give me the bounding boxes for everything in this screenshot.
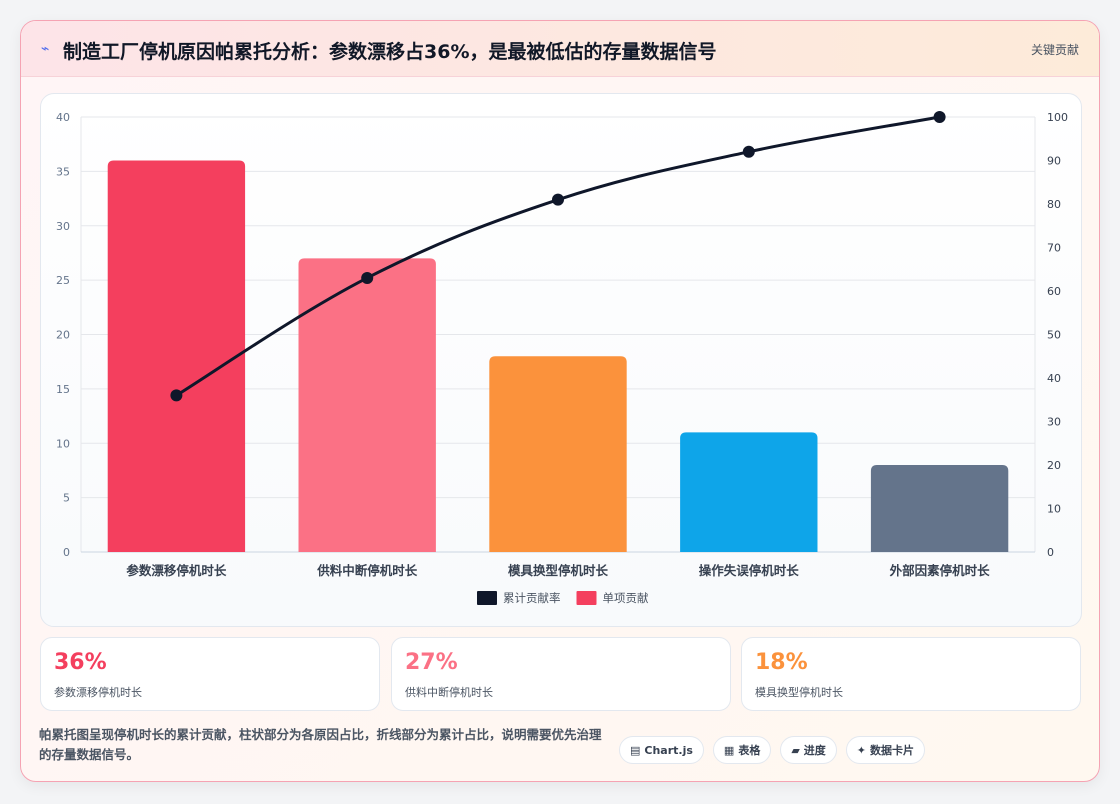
y-left-tick-label: 25 [56,274,70,287]
chart-icon: ▤ [630,743,641,757]
chip-label: 表格 [738,744,761,757]
y-left-tick-label: 15 [56,383,70,396]
legend-swatch [576,591,597,605]
lightning-icon: ⌁ [41,41,50,57]
stat-label: 模具换型停机时长 [755,686,843,699]
y-left-tick-label: 30 [56,220,70,233]
chip-chartjs[interactable]: ▤ Chart.js [619,736,704,764]
bar [870,465,1009,552]
pareto-chart: 0 5 10 15 20 25 30 35 40 0 10 20 30 40 50 60 70 80 90 100 参数… [56,111,1068,605]
tech-chips: ▤ Chart.js ▦ 表格 ▰ 进度 ✦ 数据卡片 [619,736,926,765]
bar [489,356,627,552]
y-left-tick-label: 0 [63,546,70,559]
stat-value: 36% [54,650,107,675]
legend-label: 累计贡献率 [503,591,561,605]
stat-value: 18% [755,650,808,675]
stat-card-mold-change: 18% 模具换型停机时长 [741,637,1081,711]
y-right-tick-label: 30 [1047,416,1061,429]
cumulative-point [170,389,183,402]
stat-card-param-drift: 36% 参数漂移停机时长 [40,637,380,711]
legend-label: 单项贡献 [603,591,649,605]
y-right-tick-label: 70 [1047,242,1061,255]
chip-data-card[interactable]: ✦ 数据卡片 [845,736,926,764]
stat-label: 参数漂移停机时长 [54,686,142,699]
y-right-tick-label: 0 [1047,546,1054,559]
cumulative-point [361,271,374,284]
bar [298,258,436,552]
legend-swatch [477,591,497,605]
stat-value: 27% [405,650,458,675]
y-right-tick-label: 90 [1047,155,1061,168]
y-right-tick-label: 80 [1047,198,1061,211]
chip-table[interactable]: ▦ 表格 [712,736,772,764]
stat-card-supply-interrupt: 27% 供料中断停机时长 [391,637,731,711]
page-title: 制造工厂停机原因帕累托分析：参数漂移占36%，是最被低估的存量数据信号 [63,41,717,63]
chip-label: 进度 [803,744,826,757]
x-tick-label: 操作失误停机时长 [699,563,800,578]
x-tick-label: 外部因素停机时长 [889,563,991,578]
chart-description: 帕累托图呈现停机时长的累计贡献，柱状部分为各原因占比，折线部分为累计占比，说明需… [39,727,602,762]
bar [107,160,246,552]
x-tick-label: 供料中断停机时长 [316,563,418,578]
key-contribution-link[interactable]: 关键贡献 [1030,43,1079,57]
table-icon: ▦ [723,743,735,757]
card-header: ⌁ 制造工厂停机原因帕累托分析：参数漂移占36%，是最被低估的存量数据信号 关键… [21,21,1099,77]
x-tick-label: 模具换型停机时长 [508,563,609,578]
y-left-tick-label: 40 [56,111,70,124]
cumulative-line [175,115,940,397]
sparkle-icon: ✦ [856,743,867,757]
y-left-tick-label: 5 [63,492,70,505]
pareto-chart-panel: 0 5 10 15 20 25 30 35 40 0 10 20 30 40 50 60 70 80 90 100 参数… [40,93,1082,627]
y-right-tick-label: 20 [1047,459,1061,472]
x-tick-label: 参数漂移停机时长 [126,563,227,578]
y-right-tick-label: 40 [1047,372,1061,385]
y-left-tick-label: 10 [56,437,70,450]
chip-label: Chart.js [644,743,693,757]
progress-icon: ▰ [791,743,800,757]
cumulative-point [742,145,755,158]
chip-progress[interactable]: ▰ 进度 [780,736,837,764]
y-right-tick-label: 10 [1047,503,1061,516]
chip-label: 数据卡片 [870,744,915,757]
stat-label: 供料中断停机时长 [405,686,493,699]
cumulative-point [552,193,564,206]
y-left-tick-label: 35 [56,165,70,178]
report-card: ⌁ 制造工厂停机原因帕累托分析：参数漂移占36%，是最被低估的存量数据信号 关键… [20,20,1100,782]
y-right-tick-label: 50 [1047,329,1061,342]
y-left-tick-label: 20 [56,329,70,342]
y-right-tick-label: 100 [1047,111,1068,124]
bar [680,432,818,552]
cumulative-point [933,111,946,123]
y-right-tick-label: 60 [1047,285,1061,298]
